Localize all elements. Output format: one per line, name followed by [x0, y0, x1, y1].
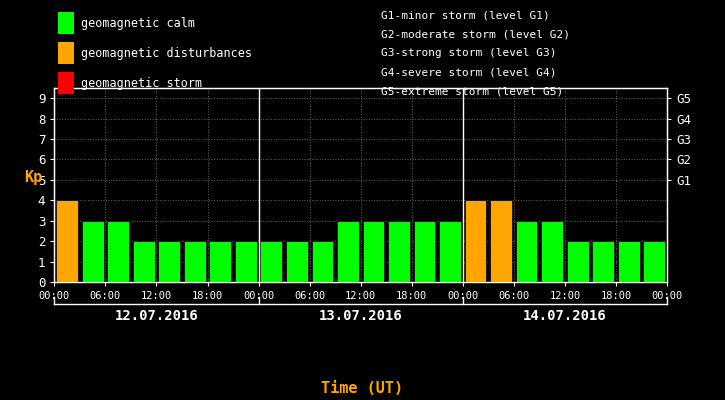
Text: G3-strong storm (level G3): G3-strong storm (level G3)	[381, 48, 556, 58]
Bar	[57, 200, 78, 282]
Bar	[337, 221, 359, 282]
Text: G4-severe storm (level G4): G4-severe storm (level G4)	[381, 68, 556, 78]
Text: G2-moderate storm (level G2): G2-moderate storm (level G2)	[381, 29, 570, 39]
Bar	[158, 241, 180, 282]
Text: 12.07.2016: 12.07.2016	[115, 309, 199, 323]
Bar	[490, 200, 512, 282]
Text: G1-minor storm (level G1): G1-minor storm (level G1)	[381, 10, 550, 20]
Bar	[235, 241, 257, 282]
Text: 14.07.2016: 14.07.2016	[523, 309, 607, 323]
Text: G5-extreme storm (level G5): G5-extreme storm (level G5)	[381, 87, 563, 97]
Bar	[286, 241, 307, 282]
Bar	[414, 221, 435, 282]
Text: 13.07.2016: 13.07.2016	[319, 309, 402, 323]
Text: geomagnetic disturbances: geomagnetic disturbances	[81, 46, 252, 60]
Bar	[439, 221, 461, 282]
Bar	[388, 221, 410, 282]
Text: geomagnetic calm: geomagnetic calm	[81, 16, 195, 30]
Bar	[133, 241, 154, 282]
Bar	[260, 241, 282, 282]
Bar	[618, 241, 639, 282]
Bar	[567, 241, 589, 282]
Bar	[542, 221, 563, 282]
Bar	[643, 241, 665, 282]
Y-axis label: Kp: Kp	[24, 170, 42, 185]
Text: geomagnetic storm: geomagnetic storm	[81, 76, 202, 90]
Bar	[82, 221, 104, 282]
Text: Time (UT): Time (UT)	[321, 381, 404, 396]
Bar	[107, 221, 129, 282]
Bar	[184, 241, 206, 282]
Bar	[312, 241, 334, 282]
Bar	[515, 221, 537, 282]
Bar	[592, 241, 614, 282]
Bar	[465, 200, 486, 282]
Bar	[210, 241, 231, 282]
Bar	[362, 221, 384, 282]
